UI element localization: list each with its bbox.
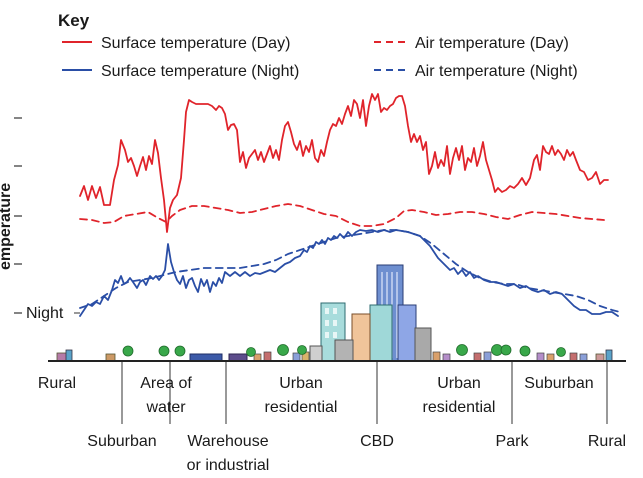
surface-day-line [79, 93, 609, 233]
zone-label-warehouse-line1: Warehouse [187, 433, 268, 450]
key-title: Key [58, 11, 90, 30]
cbd-tower-left [369, 304, 393, 362]
zone-separators [121, 362, 608, 424]
key-label-air-night: Air temperature (Night) [415, 63, 578, 80]
air-day-line [79, 203, 605, 227]
zone-label-rural: Rural [38, 375, 76, 392]
zone-label-rural-right: Rural [588, 433, 626, 450]
zone-label-warehouse-line2: or industrial [187, 457, 270, 474]
air-night-line [79, 229, 621, 313]
y-axis-ticks [14, 117, 22, 314]
key-label-surface-day: Surface temperature (Day) [101, 35, 290, 52]
key-label-air-day: Air temperature (Day) [415, 35, 569, 52]
key-label-surface-night: Surface temperature (Night) [101, 63, 299, 80]
warehouse-building [189, 353, 223, 362]
zone-label-urban-residential-right-line2: residential [423, 399, 496, 416]
building-grey-left [334, 339, 354, 362]
zone-label-suburban-left: Suburban [87, 433, 156, 450]
zone-label-area-of-water-line1: Area of [140, 375, 192, 392]
zone-label-cbd: CBD [360, 433, 394, 450]
key: Key Surface temperature (Day) Air temper… [58, 11, 578, 80]
zone-label-suburban-right: Suburban [524, 375, 593, 392]
factory-block [228, 353, 248, 362]
house-suburban-1 [105, 353, 116, 362]
house-rural-left-2 [65, 349, 73, 362]
zone-label-urban-residential-left-line1: Urban [279, 375, 323, 392]
surface-night-line [79, 229, 619, 317]
house-rural-right [595, 353, 605, 362]
zone-label-urban-residential-right-line1: Urban [437, 375, 481, 392]
building-grey-right [414, 327, 432, 362]
y-axis-label: emperature [0, 183, 14, 270]
zone-label-urban-residential-left-line2: residential [265, 399, 338, 416]
houses-urban-right [432, 351, 588, 362]
cbd-tower-right [397, 304, 417, 362]
house-rural-right-2 [605, 349, 613, 362]
zone-label-park: Park [496, 433, 530, 450]
zone-label-area-of-water-line2: water [145, 399, 186, 416]
landscape [48, 264, 626, 362]
building-orange [351, 313, 371, 362]
night-label: Night [26, 305, 64, 322]
house-rural-left [56, 352, 68, 362]
building-small-left [309, 345, 323, 362]
trees [122, 344, 566, 357]
curves [79, 93, 621, 317]
